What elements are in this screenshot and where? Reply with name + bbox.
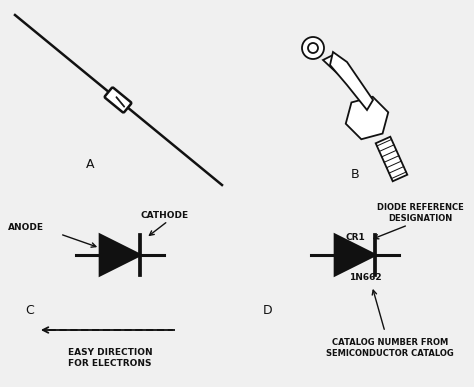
Text: C: C — [26, 303, 35, 317]
Polygon shape — [346, 97, 388, 139]
Text: CR1: CR1 — [345, 233, 365, 243]
Text: ANODE: ANODE — [8, 224, 44, 233]
Text: B: B — [351, 168, 359, 182]
Text: EASY DIRECTION
FOR ELECTRONS: EASY DIRECTION FOR ELECTRONS — [68, 348, 152, 368]
Text: 1N662: 1N662 — [349, 274, 381, 283]
Text: A: A — [86, 159, 94, 171]
Text: D: D — [263, 303, 273, 317]
Polygon shape — [330, 52, 373, 110]
Text: DIODE REFERENCE
DESIGNATION: DIODE REFERENCE DESIGNATION — [377, 203, 464, 223]
Polygon shape — [376, 137, 407, 181]
FancyBboxPatch shape — [105, 87, 131, 113]
Polygon shape — [100, 235, 140, 275]
Text: CATHODE: CATHODE — [141, 211, 189, 219]
Polygon shape — [335, 235, 375, 275]
Text: CATALOG NUMBER FROM
SEMICONDUCTOR CATALOG: CATALOG NUMBER FROM SEMICONDUCTOR CATALO… — [326, 338, 454, 358]
Circle shape — [308, 43, 318, 53]
Circle shape — [302, 37, 324, 59]
Polygon shape — [323, 55, 345, 75]
Polygon shape — [116, 97, 125, 107]
